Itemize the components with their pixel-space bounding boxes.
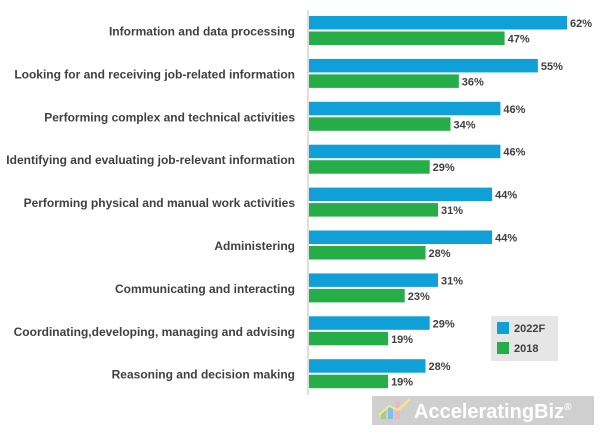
value-label-2018-information-and-data-processing: 47%	[508, 34, 530, 46]
value-label-2022f-looking-for-and-receiving-job-related-information: 55%	[541, 61, 563, 73]
bar-2018-administering	[309, 246, 426, 260]
category-label-reasoning-and-decision-making: Reasoning and decision making	[112, 368, 295, 382]
value-label-2018-communicating-and-interacting: 23%	[408, 291, 430, 303]
value-label-2018-looking-for-and-receiving-job-related-information: 36%	[462, 76, 484, 88]
legend-label-2022f: 2022F	[514, 323, 545, 335]
value-label-2018-coordinating-developing-managing-and-advising: 19%	[391, 334, 413, 346]
watermark-text: AcceleratingBiz®	[414, 401, 572, 423]
bar-2018-performing-complex-and-technical-activities	[309, 117, 451, 131]
bar-2018-information-and-data-processing	[309, 31, 505, 45]
value-label-2022f-coordinating-developing-managing-and-advising: 29%	[433, 318, 455, 330]
bar-chart-icon	[378, 398, 411, 419]
bar-2018-looking-for-and-receiving-job-related-information	[309, 74, 459, 88]
category-label-looking-for-and-receiving-job-related-information: Looking for and receiving job-related in…	[14, 67, 295, 81]
legend: 2022F 2018	[491, 316, 558, 361]
category-label-coordinating-developing-managing-and-advising: Coordinating,developing, managing and ad…	[14, 325, 295, 339]
value-label-2018-performing-physical-and-manual-work-activities: 31%	[441, 205, 463, 217]
bar-2022f-information-and-data-processing	[309, 16, 567, 30]
category-label-administering: Administering	[214, 239, 295, 253]
legend-swatch-2018	[497, 342, 509, 354]
bar-2018-coordinating-developing-managing-and-advising	[309, 331, 389, 346]
bar-2022f-coordinating-developing-managing-and-advising	[309, 316, 430, 330]
watermark-logo: AcceleratingBiz®	[372, 396, 594, 425]
value-label-2022f-communicating-and-interacting: 31%	[441, 275, 463, 287]
bar-2022f-identifying-and-evaluating-job-relevant-information	[309, 144, 501, 159]
bar-2022f-communicating-and-interacting	[309, 273, 438, 287]
bar-2022f-performing-physical-and-manual-work-activities	[309, 187, 493, 202]
value-label-2022f-information-and-data-processing: 62%	[570, 18, 592, 30]
bar-2022f-performing-complex-and-technical-activities	[309, 101, 501, 116]
value-label-2018-reasoning-and-decision-making: 19%	[391, 377, 413, 389]
value-label-2022f-performing-physical-and-manual-work-activities: 44%	[495, 190, 517, 202]
bars-layer	[309, 16, 567, 389]
value-label-2022f-administering: 44%	[495, 233, 517, 245]
bar-2018-reasoning-and-decision-making	[309, 374, 389, 389]
bar-2018-identifying-and-evaluating-job-relevant-information	[309, 160, 430, 174]
value-label-2022f-identifying-and-evaluating-job-relevant-information: 46%	[503, 147, 525, 159]
value-label-2018-performing-complex-and-technical-activities: 34%	[453, 119, 475, 131]
category-label-performing-complex-and-technical-activities: Performing complex and technical activit…	[44, 110, 295, 124]
bar-2018-performing-physical-and-manual-work-activities	[309, 203, 438, 217]
category-label-identifying-and-evaluating-job-relevant-information: Identifying and evaluating job-relevant …	[6, 153, 295, 167]
labels-layer: Information and data processing 62% 47% Loo…	[6, 18, 592, 389]
value-label-2022f-performing-complex-and-technical-activities: 46%	[503, 104, 525, 116]
category-label-information-and-data-processing: Information and data processing	[109, 25, 295, 39]
bar-2018-communicating-and-interacting	[309, 288, 405, 303]
bar-2022f-administering	[309, 230, 493, 244]
category-label-performing-physical-and-manual-work-activities: Performing physical and manual work acti…	[24, 196, 296, 210]
category-label-communicating-and-interacting: Communicating and interacting	[115, 282, 295, 296]
registered-mark: ®	[564, 402, 572, 413]
legend-swatch-2022f	[497, 322, 509, 334]
legend-label-2018: 2018	[514, 343, 538, 355]
bar-2022f-reasoning-and-decision-making	[309, 359, 426, 373]
value-label-2018-administering: 28%	[429, 248, 451, 260]
bar-2022f-looking-for-and-receiving-job-related-information	[309, 58, 538, 73]
value-label-2018-identifying-and-evaluating-job-relevant-information: 29%	[433, 162, 455, 174]
value-label-2022f-reasoning-and-decision-making: 28%	[429, 361, 451, 373]
